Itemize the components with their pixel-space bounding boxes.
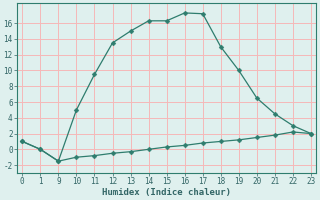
X-axis label: Humidex (Indice chaleur): Humidex (Indice chaleur) — [102, 188, 231, 197]
